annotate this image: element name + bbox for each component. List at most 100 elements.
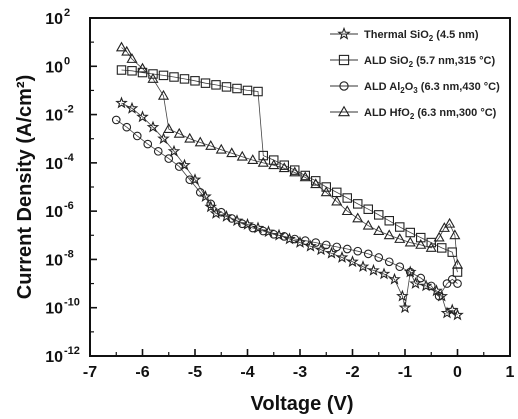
- data-point: [415, 232, 426, 243]
- data-point: [363, 249, 373, 259]
- data-point: [342, 193, 352, 203]
- data-point: [215, 143, 227, 154]
- x-tick-label: 0: [453, 364, 462, 381]
- data-point: [346, 255, 359, 268]
- legend-label: Thermal SiO2 (4.5 nm): [364, 29, 479, 43]
- data-point: [157, 89, 170, 100]
- data-point: [209, 206, 223, 219]
- data-point: [374, 253, 384, 262]
- data-point: [362, 219, 374, 230]
- y-tick-exponent: -10: [64, 297, 80, 309]
- data-point: [442, 279, 452, 288]
- data-point: [237, 219, 247, 229]
- x-axis-ticks: -7 -6 -5 -4 -3 -2 -1 0 1: [83, 349, 515, 381]
- data-point: [232, 83, 242, 94]
- data-point: [279, 160, 289, 170]
- data-point: [331, 195, 343, 206]
- x-axis-title: Voltage (V): [251, 393, 354, 415]
- data-point: [367, 263, 380, 276]
- data-point: [289, 165, 300, 175]
- series-star: [115, 96, 464, 321]
- data-point: [227, 214, 237, 223]
- data-point: [205, 140, 217, 150]
- data-point: [258, 150, 268, 161]
- y-tick-label: 10: [45, 11, 63, 28]
- data-point: [395, 262, 405, 272]
- y-tick-label: 10: [45, 301, 63, 318]
- data-point: [195, 188, 205, 197]
- data-point: [148, 69, 158, 79]
- legend-label: ALD SiO2 (5.7 nm,315 °C): [364, 55, 495, 69]
- data-point: [310, 178, 322, 189]
- plot-frame: [89, 17, 511, 357]
- y-tick-exponent: -4: [64, 152, 75, 164]
- y-tick-label: 10: [45, 252, 63, 269]
- data-point: [221, 82, 232, 92]
- data-point: [190, 76, 200, 86]
- data-point: [116, 65, 127, 75]
- data-point: [447, 274, 457, 284]
- data-point: [253, 86, 263, 97]
- data-point: [320, 186, 332, 197]
- data-point: [384, 216, 394, 226]
- series-line: [121, 102, 458, 316]
- data-point: [332, 242, 342, 252]
- data-point: [146, 120, 160, 133]
- data-point: [158, 70, 169, 81]
- data-point: [396, 289, 409, 302]
- legend-marker: [337, 26, 351, 40]
- data-point: [283, 232, 296, 245]
- y-tick-label: 10: [45, 156, 63, 173]
- data-point: [433, 231, 445, 242]
- data-point: [247, 154, 259, 165]
- x-tick-label: 1: [506, 364, 515, 381]
- data-point: [268, 159, 280, 170]
- data-point: [394, 222, 405, 232]
- data-point: [444, 217, 456, 228]
- data-point: [405, 267, 415, 277]
- data-point: [304, 239, 317, 252]
- data-point: [200, 78, 211, 88]
- y-tick-label: 10: [45, 108, 63, 125]
- data-point: [163, 123, 175, 134]
- data-point: [398, 301, 412, 314]
- series-square: [116, 65, 463, 277]
- data-point: [236, 150, 248, 161]
- data-point: [115, 96, 128, 109]
- data-point: [310, 176, 321, 186]
- x-tick-label: -3: [293, 364, 307, 381]
- series-layer: [111, 41, 464, 321]
- data-point: [241, 217, 254, 230]
- y-tick-exponent: 2: [64, 7, 70, 19]
- data-point: [185, 175, 195, 185]
- data-point: [188, 173, 202, 186]
- data-point: [194, 136, 206, 147]
- legend-marker: [339, 81, 349, 91]
- y-tick-exponent: -2: [64, 104, 74, 116]
- x-tick-label: -4: [240, 364, 254, 381]
- data-point: [434, 291, 444, 301]
- data-point: [184, 132, 196, 143]
- data-point: [242, 85, 253, 96]
- x-tick-label: -2: [345, 364, 359, 381]
- data-point: [279, 232, 289, 241]
- data-point: [125, 101, 139, 114]
- data-point: [216, 207, 226, 217]
- series-line: [121, 47, 458, 265]
- data-point: [122, 122, 132, 132]
- data-point: [394, 233, 406, 243]
- data-point: [404, 236, 416, 247]
- y-tick-exponent: -8: [64, 248, 74, 260]
- data-point: [126, 53, 138, 63]
- data-point: [226, 147, 238, 158]
- series-line: [116, 119, 458, 297]
- legend-label: ALD HfO2 (6.3 nm,300 °C): [364, 107, 497, 121]
- y-tick-exponent: -6: [64, 200, 74, 212]
- x-tick-label: -6: [135, 364, 149, 381]
- data-point: [363, 204, 373, 214]
- data-point: [300, 236, 310, 245]
- data-point: [425, 241, 437, 252]
- data-point: [373, 225, 385, 235]
